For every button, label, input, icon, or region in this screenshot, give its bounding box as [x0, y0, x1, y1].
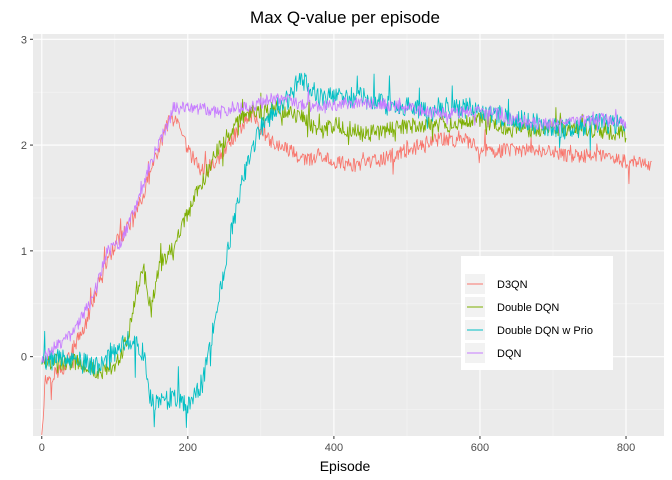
- x-tick-label: 200: [179, 442, 197, 454]
- x-tick-label: 800: [617, 442, 635, 454]
- y-tick-label: 0: [21, 352, 27, 364]
- legend-label: Double DQN: [497, 302, 559, 314]
- y-axis: 0 1 2 3: [21, 34, 33, 364]
- y-tick-label: 3: [21, 34, 27, 46]
- plot-panel: [33, 34, 664, 436]
- chart-title: Max Q-value per episode: [250, 8, 440, 27]
- series-line: [41, 107, 652, 435]
- x-axis-title: Episode: [320, 458, 371, 474]
- x-tick-label: 600: [471, 442, 489, 454]
- series-line: [41, 86, 627, 364]
- y-tick-label: 1: [21, 246, 27, 258]
- y-tick-label: 2: [21, 140, 27, 152]
- legend-label: DQN: [497, 348, 522, 360]
- series-layer: [41, 72, 652, 435]
- series-line: [41, 92, 627, 380]
- legend-box: [461, 256, 613, 370]
- legend-label: Double DQN w Prio: [497, 325, 593, 337]
- x-tick-label: 0: [39, 442, 45, 454]
- x-tick-label: 400: [325, 442, 343, 454]
- legend: D3QN Double DQN Double DQN w Prio DQN: [461, 256, 613, 370]
- grid-major: [33, 34, 664, 436]
- legend-label: D3QN: [497, 279, 528, 291]
- x-axis: 0 200 400 600 800: [39, 436, 635, 454]
